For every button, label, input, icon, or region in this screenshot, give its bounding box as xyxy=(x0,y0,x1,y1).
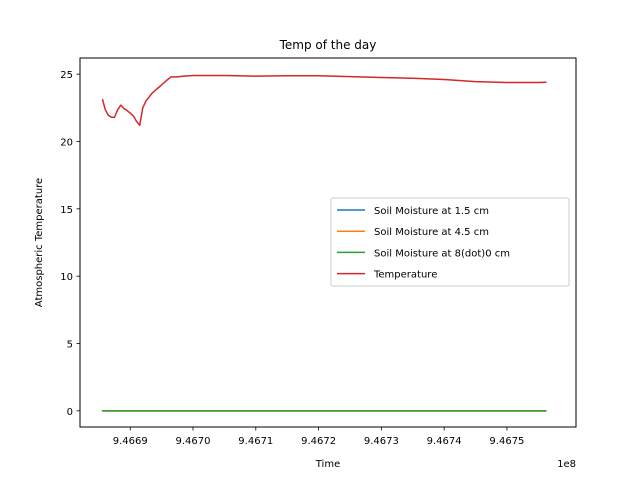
legend-entry-label: Soil Moisture at 8(dot)0 cm xyxy=(374,248,510,259)
x-tick-label: 9.4673 xyxy=(364,436,399,447)
y-tick-label: 25 xyxy=(60,70,73,81)
legend-entry-label: Soil Moisture at 4.5 cm xyxy=(374,227,489,238)
x-tick-label: 9.4675 xyxy=(489,436,524,447)
x-axis-label: Time xyxy=(315,459,340,470)
x-tick-label: 9.4669 xyxy=(113,436,148,447)
legend-box xyxy=(330,197,570,287)
chart-title: Temp of the day xyxy=(279,38,377,52)
x-axis-offset-label: 1e8 xyxy=(557,459,576,470)
plot-frame xyxy=(79,57,577,428)
series-line-4 xyxy=(101,74,547,127)
x-tick-label: 9.4674 xyxy=(427,436,462,447)
y-tick-label: 5 xyxy=(67,340,73,351)
y-tick-label: 15 xyxy=(60,205,73,216)
x-tick-label: 9.4671 xyxy=(238,436,273,447)
y-tick-label: 10 xyxy=(60,272,73,283)
y-tick-label: 0 xyxy=(67,407,73,418)
x-tick-label: 9.4672 xyxy=(301,436,336,447)
series-layer xyxy=(101,74,547,412)
x-axis: 9.4669 9.4670 9.4671 9.4672 9.4673 9.4674 9.46… xyxy=(113,427,524,447)
legend-entry-label: Temperature xyxy=(373,270,437,281)
y-axis-label: Atmospheric Temperature xyxy=(34,178,45,307)
x-tick-label: 9.4670 xyxy=(176,436,211,447)
y-tick-label: 20 xyxy=(60,137,73,148)
legend: Soil Moisture at 1.5 cm Soil Moisture at … xyxy=(330,197,570,287)
y-axis: 0 5 10 15 20 25 xyxy=(60,70,80,418)
legend-entry-label: Soil Moisture at 1.5 cm xyxy=(374,206,489,217)
